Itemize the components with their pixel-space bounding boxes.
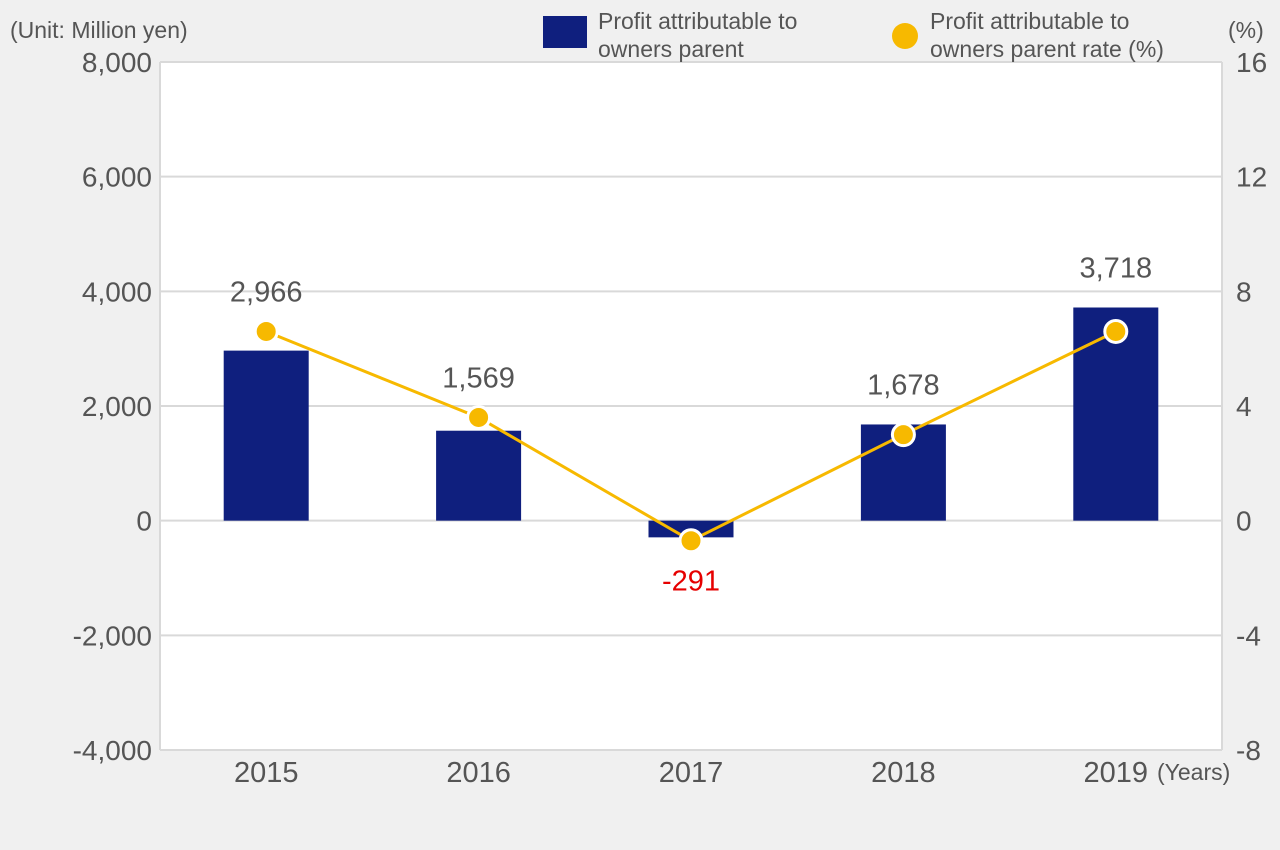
bar-2016 <box>436 430 522 521</box>
data-label-2018: 1,678 <box>867 369 940 401</box>
right-tick-label: -8 <box>1236 735 1261 766</box>
right-tick-label: 12 <box>1236 162 1267 193</box>
x-tick-label: 2018 <box>871 757 936 789</box>
line-series <box>253 318 1129 554</box>
rate-point-2017 <box>678 528 704 554</box>
legend-bar-label-line2: owners parent <box>598 36 744 62</box>
right-tick-label: -4 <box>1236 620 1261 651</box>
legend-line-swatch <box>892 23 918 49</box>
x-tick-label: 2016 <box>446 757 511 789</box>
data-labels: 2,966 1,569 -291 1,678 3,718 <box>230 253 1152 598</box>
left-tick-label: 2,000 <box>82 391 152 422</box>
x-unit-label: (Years) <box>1157 759 1230 785</box>
left-tick-label: 0 <box>136 506 152 537</box>
right-axis: 16 12 8 4 0 -4 -8 <box>1236 47 1267 766</box>
data-label-2019: 3,718 <box>1080 253 1153 285</box>
rate-point-2018 <box>890 422 916 448</box>
legend: Profit attributable to owners parent Pro… <box>543 8 1164 62</box>
x-axis: 2015 2016 2017 2018 2019 (Years) <box>234 757 1230 789</box>
gridlines <box>159 61 1223 751</box>
rate-point-2015 <box>253 318 279 344</box>
rate-point-2019 <box>1103 318 1129 344</box>
legend-bar-label-line1: Profit attributable to <box>598 8 797 34</box>
data-label-2017: -291 <box>662 566 720 598</box>
right-tick-label: 0 <box>1236 506 1252 537</box>
legend-line-label-line1: Profit attributable to <box>930 8 1129 34</box>
bar-series <box>223 307 1159 538</box>
x-tick-label: 2019 <box>1084 757 1149 789</box>
x-tick-label: 2017 <box>659 757 724 789</box>
left-tick-label: 8,000 <box>82 47 152 78</box>
data-label-2015: 2,966 <box>230 276 303 308</box>
right-unit-label: (%) <box>1228 17 1264 43</box>
left-tick-label: -2,000 <box>73 620 152 651</box>
legend-bar-swatch <box>543 16 587 48</box>
right-tick-label: 8 <box>1236 276 1252 307</box>
left-axis: 8,000 6,000 4,000 2,000 0 -2,000 -4,000 <box>73 47 152 766</box>
data-label-2016: 1,569 <box>442 362 515 394</box>
left-tick-label: -4,000 <box>73 735 152 766</box>
right-tick-label: 4 <box>1236 391 1252 422</box>
x-tick-label: 2015 <box>234 757 299 789</box>
right-tick-label: 16 <box>1236 47 1267 78</box>
left-tick-label: 4,000 <box>82 276 152 307</box>
legend-line-label-line2: owners parent rate (%) <box>930 36 1164 62</box>
bar-2015 <box>223 350 309 521</box>
unit-label: (Unit: Million yen) <box>10 17 188 43</box>
rate-point-2016 <box>466 404 492 430</box>
left-tick-label: 6,000 <box>82 162 152 193</box>
